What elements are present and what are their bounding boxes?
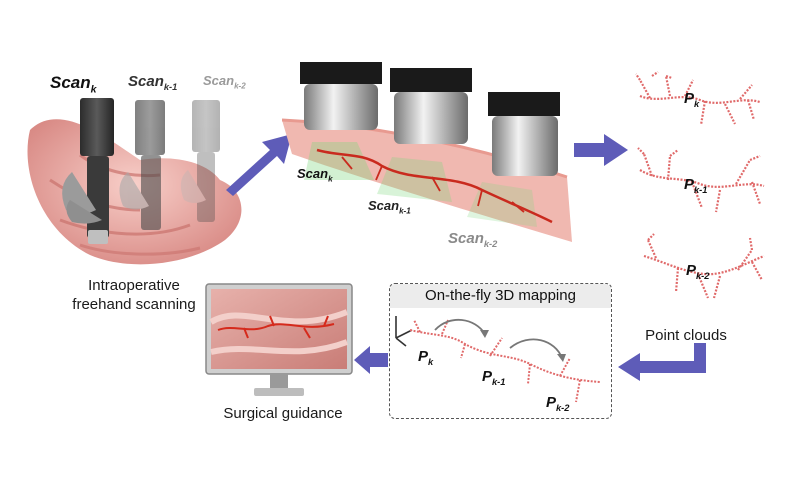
mapping-label-k-2: Pk-2 [546,394,570,413]
tissue-slab [282,120,572,242]
point-cloud-k [635,71,761,126]
tissue-scene [282,62,572,242]
probe-label-k-1: Scank-1 [128,73,178,92]
probe-label-k-2: Scank-2 [203,73,246,91]
point-cloud-k-1 [637,147,765,213]
point-cloud-k-2 [643,233,765,299]
mapping-title: On-the-fly 3D mapping [390,284,611,308]
arrow-scan-to-tissue [226,134,292,196]
transducer-2 [390,68,472,144]
tissue-label-k-2: Scank-2 [448,230,498,249]
intestine-scene [27,98,242,265]
transducer-1 [300,62,382,130]
scanning-label: Intraoperative freehand scanning [72,277,196,313]
point-clouds-label: Point clouds [645,327,727,344]
pointcloud-label-k-1: Pk-1 [684,176,708,195]
guidance-label: Surgical guidance [223,405,343,422]
arrow-mapping-to-guidance [354,346,388,374]
tissue-label-k-1: Scank-1 [368,198,411,216]
pointcloud-label-k-2: Pk-2 [686,262,710,281]
probe-k-1 [119,100,165,230]
transducer-3 [488,92,560,176]
pointcloud-label-k: Pk [684,90,700,109]
mapping-panel: On-the-fly 3D mapping Pk Pk-1 Pk-2 [389,283,612,419]
arrow-pointclouds-to-mapping [618,343,706,381]
mapping-graph [395,316,601,403]
tissue-label-k: Scank [297,166,333,184]
probe-k-2 [180,100,220,222]
guidance-vessels [217,315,335,339]
mapping-label-k: Pk [418,348,434,367]
probe-label-k: Scank [50,73,97,96]
mapping-label-k-1: Pk-1 [482,368,506,387]
probe-k [62,98,114,244]
arrow-tissue-to-pointclouds [574,134,628,166]
monitor [205,283,353,396]
